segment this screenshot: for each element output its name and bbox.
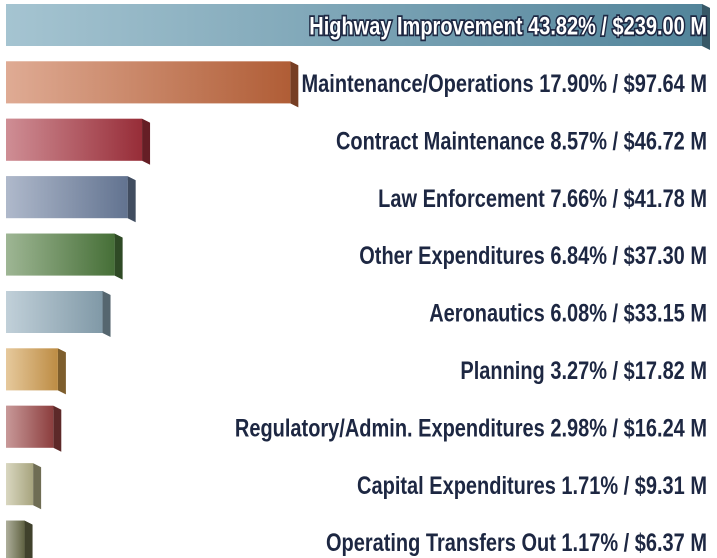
bar-side	[702, 4, 710, 50]
value-label: 2.98% / $16.24 M	[550, 414, 707, 442]
value-label: 7.66% / $41.78 M	[550, 185, 707, 213]
bar	[6, 405, 54, 448]
bar-label: Planning 3.27% / $17.82 M	[460, 357, 707, 385]
category-label: Aeronautics	[429, 300, 545, 328]
bar	[6, 118, 143, 161]
category-label: Other Expenditures	[359, 242, 544, 270]
bar-label-text: Aeronautics 6.08% / $33.15 M	[429, 300, 707, 328]
category-label: Contract Maintenance	[336, 127, 545, 155]
bar-label: Aeronautics 6.08% / $33.15 M	[429, 300, 707, 328]
bar-label-text: Other Expenditures 6.84% / $37.30 M	[359, 242, 707, 270]
bar-label-text: Planning 3.27% / $17.82 M	[460, 357, 707, 385]
category-label: Operating Transfers Out	[326, 529, 556, 557]
value-label: 3.27% / $17.82 M	[550, 357, 707, 385]
bar-side	[290, 61, 299, 108]
bar	[6, 291, 103, 333]
category-label: Highway Improvement	[309, 13, 523, 41]
bar-side	[102, 291, 111, 337]
category-label: Law Enforcement	[378, 185, 545, 213]
bar	[6, 4, 702, 46]
bar-side	[127, 176, 136, 223]
value-label: 1.17% / $6.37 M	[561, 529, 707, 557]
value-label: 6.08% / $33.15 M	[550, 300, 707, 328]
bar-side	[53, 405, 62, 452]
value-label: 17.90% / $97.64 M	[539, 70, 707, 98]
bar-label: Contract Maintenance 8.57% / $46.72 M	[336, 127, 707, 155]
bar-label: Other Expenditures 6.84% / $37.30 M	[359, 242, 707, 270]
bar	[6, 176, 128, 219]
bar	[6, 463, 34, 506]
bar-side	[33, 463, 42, 510]
bar-label-text: Law Enforcement 7.66% / $41.78 M	[378, 185, 707, 213]
bar-label: Highway Improvement 43.82% / $239.00 M	[308, 11, 709, 42]
category-label: Capital Expenditures	[357, 472, 556, 500]
value-label: 6.84% / $37.30 M	[550, 242, 707, 270]
value-label: 43.82% / $239.00 M	[528, 13, 707, 41]
bar-label: Maintenance/Operations 17.90% / $97.64 M	[301, 70, 707, 98]
bar-side	[24, 520, 33, 558]
bar-label-text: Regulatory/Admin. Expenditures 2.98% / $…	[235, 414, 707, 442]
bar-label: Operating Transfers Out 1.17% / $6.37 M	[326, 529, 707, 557]
bar	[6, 61, 291, 104]
value-label: 8.57% / $46.72 M	[550, 127, 707, 155]
bar-label-text: Operating Transfers Out 1.17% / $6.37 M	[326, 529, 707, 557]
bar	[6, 520, 25, 558]
bar	[6, 233, 115, 276]
bar-label-text: Capital Expenditures 1.71% / $9.31 M	[357, 472, 707, 500]
bar	[6, 348, 58, 391]
bar-side	[114, 233, 123, 280]
bar-label: Law Enforcement 7.66% / $41.78 M	[378, 185, 707, 213]
bar-side	[142, 118, 151, 165]
bar-label: Capital Expenditures 1.71% / $9.31 M	[357, 472, 707, 500]
bar-side	[57, 348, 66, 395]
bar-label-text: Highway Improvement 43.82% / $239.00 M	[309, 13, 707, 41]
bar-label: Regulatory/Admin. Expenditures 2.98% / $…	[235, 414, 707, 442]
category-label: Maintenance/Operations	[301, 70, 533, 98]
bar-label-text: Maintenance/Operations 17.90% / $97.64 M	[301, 70, 707, 98]
bar-label-text: Contract Maintenance 8.57% / $46.72 M	[336, 127, 707, 155]
category-label: Regulatory/Admin. Expenditures	[235, 414, 545, 442]
category-label: Planning	[460, 357, 544, 385]
value-label: 1.71% / $9.31 M	[561, 472, 707, 500]
